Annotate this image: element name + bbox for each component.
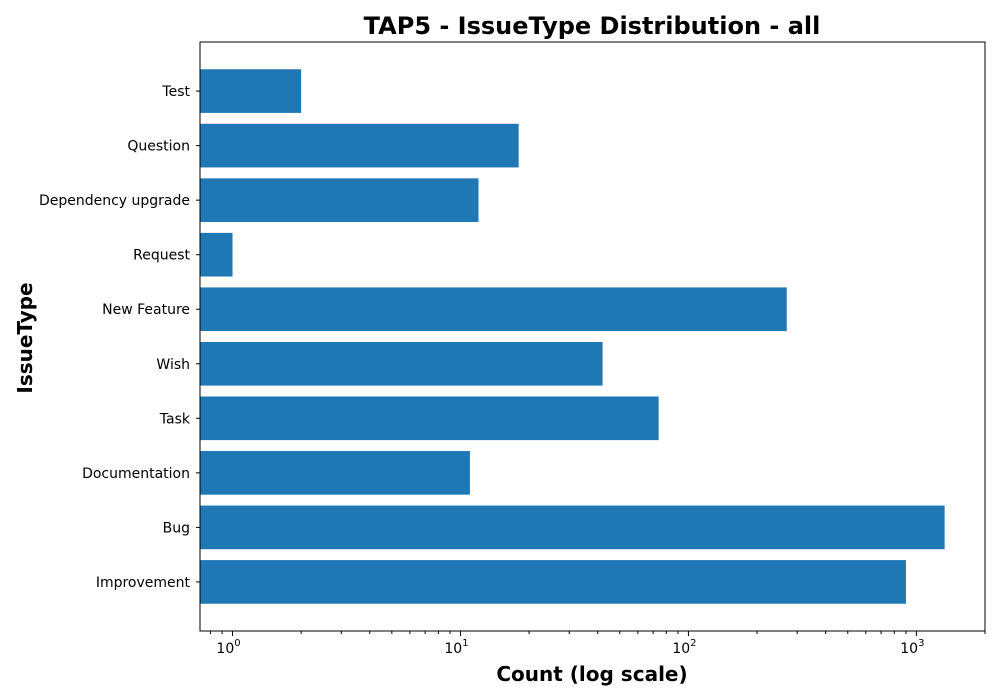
x-tick-label: 101 <box>444 638 468 657</box>
y-tick-label: Improvement <box>96 575 191 591</box>
chart-title: TAP5 - IssueType Distribution - all <box>364 12 821 40</box>
y-tick-label: Dependency upgrade <box>39 193 190 209</box>
x-tick-label: 100 <box>216 638 240 657</box>
bar-wish <box>200 341 603 386</box>
bar-bug <box>200 505 945 550</box>
bar-question <box>200 123 519 168</box>
plot-frame <box>199 41 986 632</box>
y-tick-label: Question <box>127 139 190 155</box>
bar-dependency-upgrade <box>200 178 479 222</box>
y-tick-label: Task <box>159 411 191 427</box>
bar-documentation <box>200 451 470 495</box>
bar-request <box>200 232 233 277</box>
y-tick-label: Documentation <box>82 466 190 482</box>
x-axis-label: Count (log scale) <box>496 662 687 686</box>
bar-improvement <box>200 560 906 604</box>
y-tick-label: Wish <box>156 357 190 373</box>
y-tick-label: Bug <box>163 520 190 536</box>
bar-test <box>200 69 302 113</box>
x-tick-label: 103 <box>900 638 924 657</box>
y-tick-label: Request <box>133 248 190 264</box>
bars-group <box>200 69 945 604</box>
bar-task <box>200 396 659 441</box>
y-tick-label: Test <box>161 84 190 100</box>
bar-new-feature <box>200 287 787 332</box>
y-axis-ticks: Improvement Bug Documentation Task Wish New F… <box>39 84 200 591</box>
y-tick-label: New Feature <box>102 302 190 318</box>
y-axis-label: IssueType <box>13 282 37 393</box>
x-tick-label: 102 <box>672 638 696 657</box>
x-axis-ticks: 100 101 102 103 <box>209 631 986 657</box>
